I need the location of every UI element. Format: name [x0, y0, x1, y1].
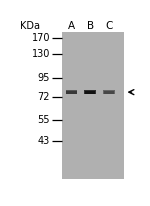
Text: 95: 95	[38, 73, 50, 83]
Bar	[66, 90, 77, 94]
Text: 72: 72	[38, 92, 50, 102]
Bar	[104, 91, 114, 94]
Bar	[66, 91, 77, 94]
Text: B: B	[87, 21, 94, 30]
Bar	[62, 32, 124, 179]
Text: C: C	[105, 21, 112, 30]
Text: 55: 55	[38, 115, 50, 125]
Bar	[85, 91, 95, 94]
Text: 130: 130	[32, 49, 50, 59]
Bar	[103, 90, 115, 94]
Text: A: A	[68, 21, 75, 30]
Text: 170: 170	[32, 33, 50, 43]
Text: 43: 43	[38, 136, 50, 146]
Bar	[84, 90, 96, 94]
Text: KDa: KDa	[20, 21, 40, 31]
